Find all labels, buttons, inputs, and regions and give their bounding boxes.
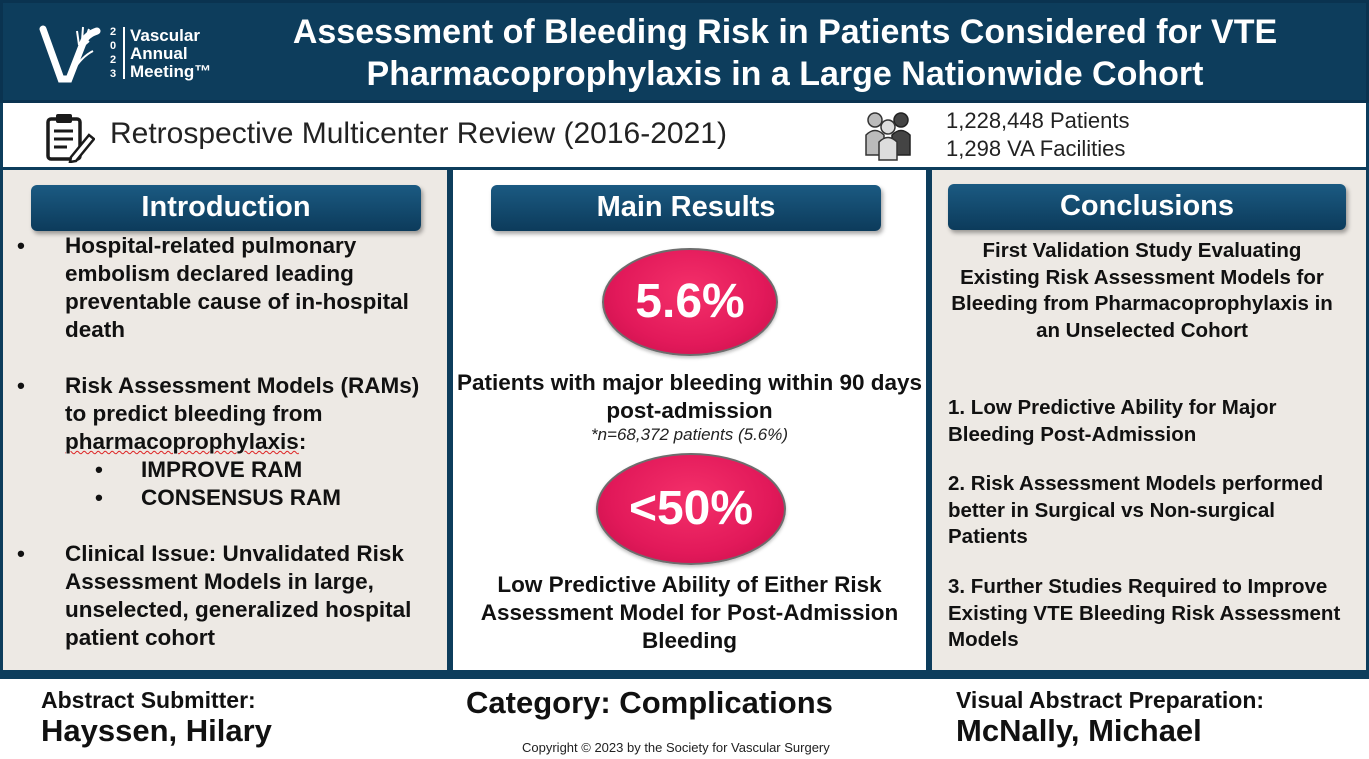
introduction-bullets: • Hospital-related pulmonary embolism de…: [17, 232, 437, 652]
study-info-bar: Retrospective Multicenter Review (2016-2…: [0, 103, 1369, 167]
results-panel: Main Results 5.6% Patients with major bl…: [453, 170, 926, 670]
logo-wordmark: Vascular Annual Meeting™: [130, 26, 212, 81]
submitter-name: Hayssen, Hilary: [41, 713, 272, 748]
introduction-panel: Introduction • Hospital-related pulmonar…: [3, 170, 447, 670]
stat-predictive-ability: <50%: [596, 453, 786, 565]
people-group-icon: [865, 112, 911, 161]
page-title: Assessment of Bleeding Risk in Patients …: [292, 13, 1278, 93]
header-bar: 2 0 2 3 Vascular Annual Meeting™ Assessm…: [0, 0, 1369, 103]
footer: Abstract Submitter: Hayssen, Hilary Cate…: [0, 679, 1369, 759]
study-type-text: Retrospective Multicenter Review (2016-2…: [110, 117, 727, 150]
stat1-footnote: *n=68,372 patients (5.6%): [590, 425, 789, 444]
conclusion-item: 2. Risk Assessment Models performed bett…: [948, 472, 1324, 548]
cohort-size: 1,228,448 Patients 1,298 VA Facilities: [946, 107, 1129, 163]
content-panels: Introduction • Hospital-related pulmonar…: [0, 167, 1369, 679]
introduction-heading: Introduction: [31, 185, 421, 231]
preparer-name: McNally, Michael: [956, 713, 1202, 748]
conclusions-panel: Conclusions First Validation Study Evalu…: [932, 170, 1366, 670]
results-heading: Main Results: [491, 185, 881, 231]
sub-list-item: • IMPROVE RAM: [95, 457, 303, 482]
logo-divider: [123, 27, 125, 79]
stat2-description: Low Predictive Ability of Either Risk As…: [480, 572, 899, 653]
facility-count: 1,298 VA Facilities: [946, 136, 1126, 161]
logo-year: 2 0 2 3: [109, 26, 117, 80]
conclusion-lead: First Validation Study Evaluating Existi…: [951, 239, 1333, 342]
copyright-text: Copyright © 2023 by the Society for Vasc…: [522, 740, 830, 755]
submitter-label: Abstract Submitter:: [41, 687, 256, 713]
conclusion-item: 3. Further Studies Required to Improve E…: [948, 575, 1341, 651]
conclusions-heading: Conclusions: [948, 184, 1346, 230]
clipboard-pencil-icon: [46, 114, 95, 163]
vascular-logo-icon: [39, 25, 101, 83]
list-item: • Risk Assessment Models (RAMs) to predi…: [17, 373, 420, 454]
conclusion-item: 1. Low Predictive Ability for Major Blee…: [948, 396, 1277, 446]
patient-count: 1,228,448 Patients: [946, 108, 1130, 133]
stat-major-bleeding: 5.6%: [602, 248, 778, 356]
list-item: • Clinical Issue: Unvalidated Risk Asses…: [17, 541, 412, 650]
sub-list-item: • CONSENSUS RAM: [95, 485, 342, 510]
preparer-label: Visual Abstract Preparation:: [956, 687, 1265, 713]
spellcheck-word: pharmacoprophylaxis: [65, 429, 299, 454]
vam-logo: 2 0 2 3 Vascular Annual Meeting™: [39, 19, 229, 89]
list-item: • Hospital-related pulmonary embolism de…: [17, 233, 409, 342]
category-label: Category: Complications: [466, 685, 833, 720]
stat1-description: Patients with major bleeding within 90 d…: [456, 370, 923, 423]
